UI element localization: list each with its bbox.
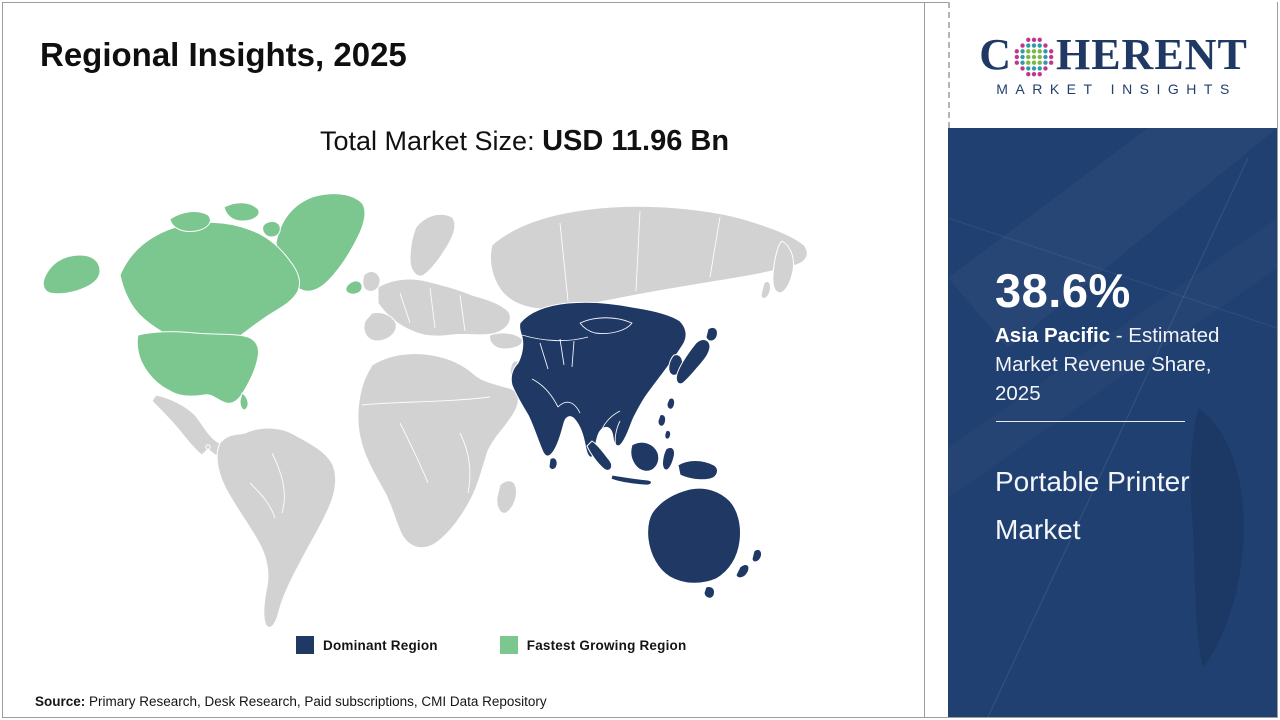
total-market-size-line: Total Market Size: USD 11.96 Bn [320, 125, 729, 158]
map-region-north-america [42, 193, 366, 411]
sidebar-panel: 38.6% Asia Pacific - Estimated Market Re… [948, 128, 1277, 717]
map-legend: Dominant Region Fastest Growing Region [296, 636, 686, 654]
source-line: Source: Primary Research, Desk Research,… [35, 694, 547, 709]
legend-item-fastest: Fastest Growing Region [499, 636, 687, 654]
total-market-size-label: Total Market Size: [320, 126, 543, 156]
brand-logo: C HERENT MARKET INSIGHTS [948, 2, 1277, 128]
share-value: 38.6% [995, 264, 1131, 317]
logo-wordmark: C HERENT [979, 33, 1248, 77]
sidebar-divider-rule [996, 421, 1185, 422]
source-text: Primary Research, Desk Research, Paid su… [85, 694, 547, 709]
share-desc-text: - Estimated Market Revenue Share, 2025 [995, 324, 1220, 406]
page-title: Regional Insights, 2025 [40, 36, 407, 73]
logo-letter-c: C [979, 30, 1012, 79]
share-description: Asia Pacific - Estimated Market Revenue … [995, 321, 1233, 408]
dominant-region-label: Dominant Region [323, 637, 438, 653]
source-label: Source: [35, 694, 86, 709]
sidebar-background-texture [948, 157, 1277, 717]
fastest-region-swatch [499, 636, 518, 654]
market-name: Portable Printer Market [995, 466, 1190, 545]
logo-globe-icon [1014, 37, 1054, 77]
share-region: Asia Pacific [995, 324, 1111, 347]
fastest-region-label: Fastest Growing Region [526, 637, 687, 653]
content-sidebar-divider [924, 2, 925, 718]
legend-item-dominant: Dominant Region [296, 636, 438, 654]
dominant-region-swatch [296, 636, 314, 654]
logo-letters-rest: HERENT [1055, 30, 1248, 79]
world-map [42, 193, 808, 628]
logo-tagline: MARKET INSIGHTS [996, 81, 1237, 97]
total-market-size-value: USD 11.96 Bn [542, 125, 730, 157]
map-region-asia-pacific [510, 301, 762, 599]
